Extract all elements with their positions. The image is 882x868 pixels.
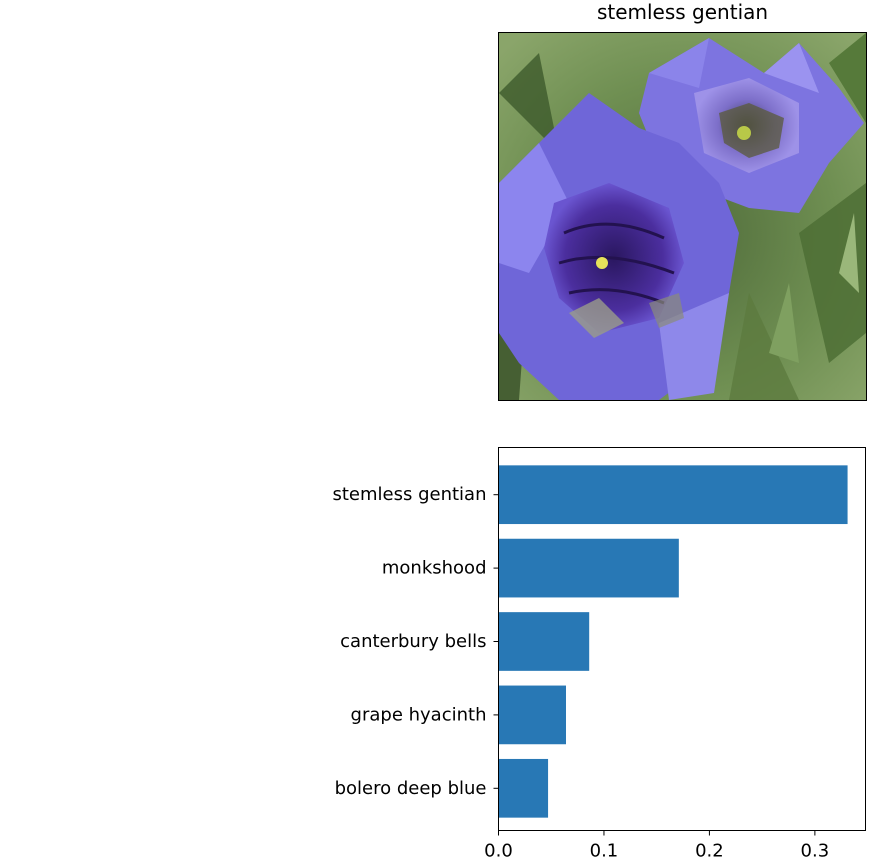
x-tick-label: 0.1 (590, 841, 619, 862)
bar-bolero-deep-blue (498, 758, 549, 818)
y-tick-label: grape hyacinth (351, 704, 487, 725)
bars-layer (498, 465, 848, 818)
x-tick-label: 0.0 (484, 841, 513, 862)
bar-grape-hyacinth (498, 685, 566, 745)
plot-frame (498, 447, 866, 831)
image-title: stemless gentian (596, 0, 769, 24)
x-tick-label: 0.2 (695, 841, 724, 862)
flower-photo-drawing (499, 33, 866, 400)
bar-monkshood (498, 538, 679, 598)
x-tick-label: 0.3 (801, 841, 830, 862)
bar-canterbury-bells (498, 612, 590, 671)
y-tick-label: bolero deep blue (335, 778, 487, 799)
x-ticks-layer: 0.0 0.1 0.2 0.3 (484, 830, 830, 862)
flower-photo (498, 32, 867, 401)
category-labels-layer: stemless gentian monkshood canterbury bell… (332, 484, 499, 799)
y-tick-label: monkshood (382, 558, 487, 579)
y-tick-label: canterbury bells (340, 631, 486, 652)
y-tick-label: stemless gentian (332, 484, 486, 505)
bar-stemless-gentian (498, 465, 848, 525)
front-flower (499, 93, 739, 400)
